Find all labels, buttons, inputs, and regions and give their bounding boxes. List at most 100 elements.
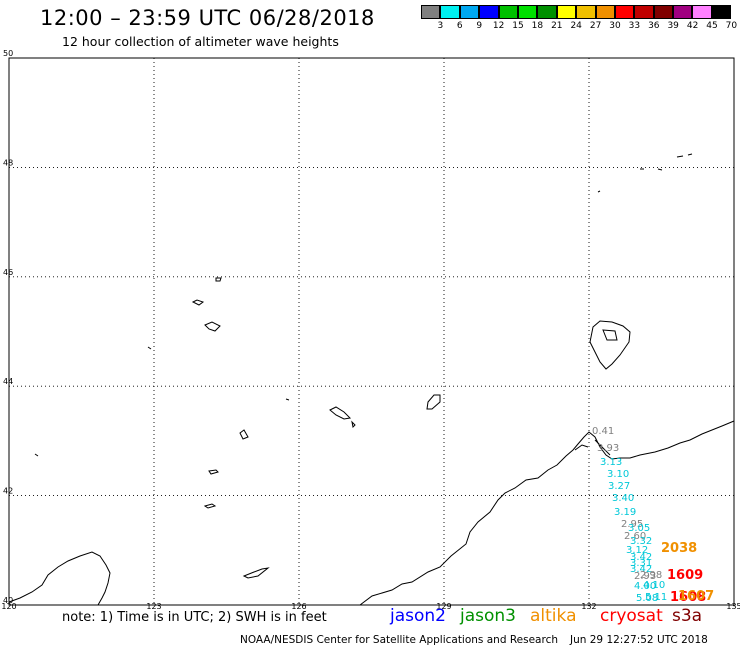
color-swatch bbox=[556, 5, 577, 19]
latitude-label: 48 bbox=[3, 158, 13, 167]
wave-height-label: 3.93 bbox=[597, 443, 619, 454]
longitude-label: 126 bbox=[291, 602, 306, 611]
wave-height-label: 1609 bbox=[667, 568, 703, 583]
wave-height-label: 3.31 bbox=[630, 558, 652, 569]
color-swatch bbox=[440, 5, 460, 19]
island bbox=[208, 469, 219, 475]
bottom-left-landmass bbox=[8, 551, 111, 606]
color-scale-label: 36 bbox=[648, 21, 660, 31]
island bbox=[203, 503, 217, 509]
longitude-label: 123 bbox=[146, 602, 161, 611]
page-title: 12:00 – 23:59 UTC 06/28/2018 bbox=[40, 6, 375, 30]
island bbox=[191, 299, 205, 306]
wave-height-label: 3.32 bbox=[630, 536, 652, 547]
color-scale-label: 12 bbox=[492, 21, 505, 31]
wave-height-observations: 0.41 3.93 3.133.103.273.40 3.192.953.052.60… bbox=[592, 426, 714, 605]
color-swatch bbox=[595, 5, 615, 19]
color-scale-label: 9 bbox=[476, 21, 483, 31]
color-swatch bbox=[459, 5, 480, 19]
latitude-label: 40 bbox=[3, 596, 13, 605]
wave-height-label: 5.11 bbox=[645, 592, 667, 603]
mission-cryosat: cryosat bbox=[600, 606, 663, 626]
color-scale-label: 21 bbox=[551, 21, 563, 31]
color-scale-label: 15 bbox=[512, 21, 524, 31]
longitude-label: 129 bbox=[436, 602, 451, 611]
island bbox=[204, 321, 221, 332]
wave-height-label: 3.05 bbox=[628, 523, 650, 534]
longitude-label: 120 bbox=[1, 602, 16, 611]
mission-altika: altika bbox=[530, 606, 577, 626]
wave-height-label: 0.41 bbox=[592, 426, 614, 437]
color-swatch bbox=[498, 5, 518, 19]
page-subtitle: 12 hour collection of altimeter wave hei… bbox=[62, 34, 339, 49]
longitude-labels: 120 123 126 129 132 135 bbox=[1, 602, 740, 611]
color-swatch bbox=[634, 5, 654, 19]
island bbox=[239, 429, 249, 440]
color-scale-label: 70 bbox=[725, 21, 738, 31]
longitude-label: 135 bbox=[726, 602, 740, 611]
island bbox=[34, 453, 39, 457]
wave-height-label: 2.95 bbox=[621, 519, 643, 530]
wave-height-label: 3.27 bbox=[608, 481, 630, 492]
wave-height-label: 2.98 bbox=[640, 570, 662, 581]
longitude-label: 132 bbox=[581, 602, 596, 611]
island bbox=[242, 567, 270, 579]
color-scale-label: 27 bbox=[589, 21, 602, 31]
latitude-labels: 50 48 46 44 42 40 bbox=[3, 49, 13, 605]
color-swatch bbox=[692, 5, 712, 19]
color-scale-label: 45 bbox=[706, 21, 718, 31]
color-scale-label: 42 bbox=[686, 21, 699, 31]
color-scale-label: 6 bbox=[456, 21, 463, 31]
color-scale-label: 24 bbox=[570, 21, 582, 31]
wave-height-label: 4.10 bbox=[643, 580, 665, 591]
color-scale-label: 3 bbox=[437, 21, 444, 31]
color-swatch bbox=[653, 5, 674, 19]
island bbox=[687, 153, 693, 156]
wave-height-label: 1607 bbox=[678, 589, 714, 604]
color-swatch bbox=[517, 5, 538, 19]
latitude-label: 44 bbox=[3, 377, 13, 386]
units-note: note: 1) Time is in UTC; 2) SWH is in fe… bbox=[62, 610, 327, 625]
color-swatch bbox=[673, 5, 693, 19]
color-swatch bbox=[537, 5, 557, 19]
wave-height-label: 3.10 bbox=[607, 469, 629, 480]
map-frame bbox=[8, 57, 735, 606]
wave-height-label: 2.60 bbox=[624, 531, 646, 542]
coastlines bbox=[8, 153, 735, 606]
island bbox=[329, 406, 352, 420]
wave-height-label: 3.13 bbox=[600, 457, 622, 468]
mainland-coastline bbox=[359, 420, 735, 606]
lat-lon-grid bbox=[9, 58, 734, 605]
color-swatch bbox=[614, 5, 635, 19]
color-scale-label: 39 bbox=[667, 21, 679, 31]
island bbox=[676, 155, 684, 158]
island bbox=[657, 168, 663, 171]
credit-text: NOAA/NESDIS Center for Satellite Applica… bbox=[240, 634, 558, 646]
color-swatch bbox=[711, 5, 732, 19]
color-swatch bbox=[479, 5, 499, 19]
wave-height-label: 3.42 bbox=[630, 564, 652, 575]
wave-height-label: 2038 bbox=[661, 541, 697, 556]
mission-s3a: s3a bbox=[672, 606, 703, 626]
coast-fragment bbox=[594, 439, 611, 456]
mission-jason3: jason3 bbox=[460, 606, 516, 626]
wave-height-label: 1608 bbox=[670, 590, 706, 605]
wave-height-label: 4.00 bbox=[634, 581, 656, 592]
latitude-label: 50 bbox=[3, 49, 13, 58]
color-swatch bbox=[421, 5, 441, 19]
color-scale-swatches bbox=[421, 5, 732, 19]
wave-height-label: 3.40 bbox=[612, 493, 634, 504]
color-scale-label: 30 bbox=[609, 21, 621, 31]
island bbox=[597, 190, 601, 193]
island bbox=[147, 346, 152, 350]
mission-jason2: jason2 bbox=[390, 606, 446, 626]
coast-fragment bbox=[574, 444, 589, 451]
timestamp-text: Jun 29 12:27:52 UTC 2018 bbox=[570, 634, 708, 646]
wave-height-label: 2.93 bbox=[634, 571, 656, 582]
island bbox=[351, 420, 356, 429]
latitude-label: 42 bbox=[3, 487, 13, 496]
island bbox=[215, 277, 222, 282]
